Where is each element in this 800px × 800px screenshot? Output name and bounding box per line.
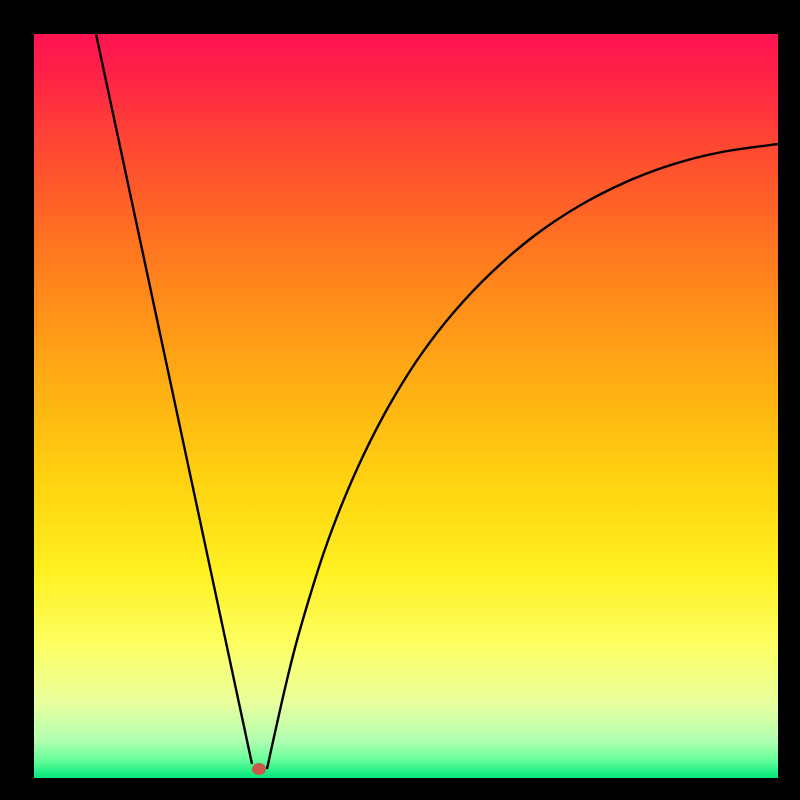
minimum-marker [252, 763, 266, 775]
curve-layer [34, 34, 778, 778]
gradient-background [34, 34, 778, 778]
chart-container: TheBottleneck.com [0, 0, 800, 800]
plot-area: TheBottleneck.com [34, 34, 778, 778]
